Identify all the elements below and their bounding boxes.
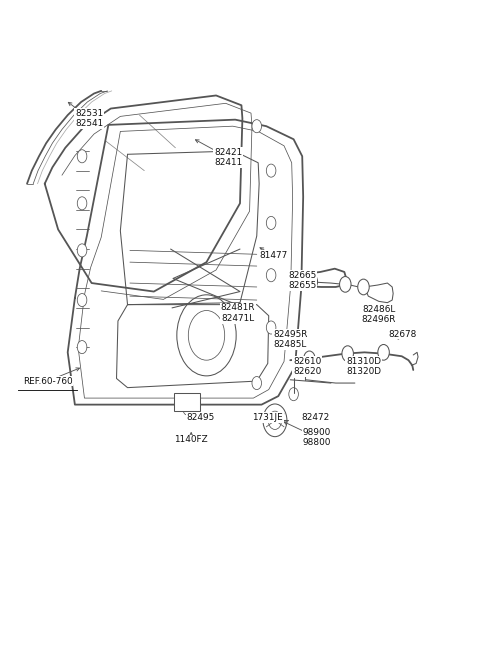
FancyBboxPatch shape	[174, 393, 200, 411]
Text: 81477: 81477	[259, 251, 288, 260]
Circle shape	[252, 120, 262, 133]
Circle shape	[378, 345, 389, 360]
Text: 82665
82655: 82665 82655	[288, 271, 316, 290]
Circle shape	[183, 403, 192, 415]
Circle shape	[339, 276, 351, 292]
Circle shape	[252, 377, 262, 390]
Text: 1731JE: 1731JE	[252, 413, 283, 422]
Circle shape	[306, 274, 318, 290]
Text: 82531
82541: 82531 82541	[75, 109, 103, 128]
Circle shape	[77, 196, 87, 210]
Circle shape	[77, 341, 87, 354]
Text: 82678: 82678	[388, 329, 417, 339]
Circle shape	[304, 351, 315, 367]
Text: 82472: 82472	[301, 413, 330, 422]
Circle shape	[342, 346, 353, 362]
Circle shape	[358, 279, 369, 295]
Text: 82495R
82485L: 82495R 82485L	[273, 329, 308, 349]
Text: 81310D
81320D: 81310D 81320D	[346, 357, 381, 377]
Text: 82421
82411: 82421 82411	[214, 148, 242, 167]
Text: 82481R
82471L: 82481R 82471L	[220, 303, 255, 323]
Text: 82486L
82496R: 82486L 82496R	[361, 305, 396, 324]
Text: 82610
82620: 82610 82620	[293, 357, 321, 377]
Circle shape	[266, 164, 276, 177]
Circle shape	[77, 293, 87, 307]
Text: 82495: 82495	[187, 413, 215, 422]
Circle shape	[266, 269, 276, 282]
Circle shape	[266, 216, 276, 229]
Circle shape	[77, 150, 87, 163]
Text: REF.60-760: REF.60-760	[23, 377, 72, 386]
Circle shape	[266, 321, 276, 334]
Text: 98900
98800: 98900 98800	[302, 428, 331, 447]
Circle shape	[77, 244, 87, 257]
Text: 1140FZ: 1140FZ	[174, 436, 208, 445]
